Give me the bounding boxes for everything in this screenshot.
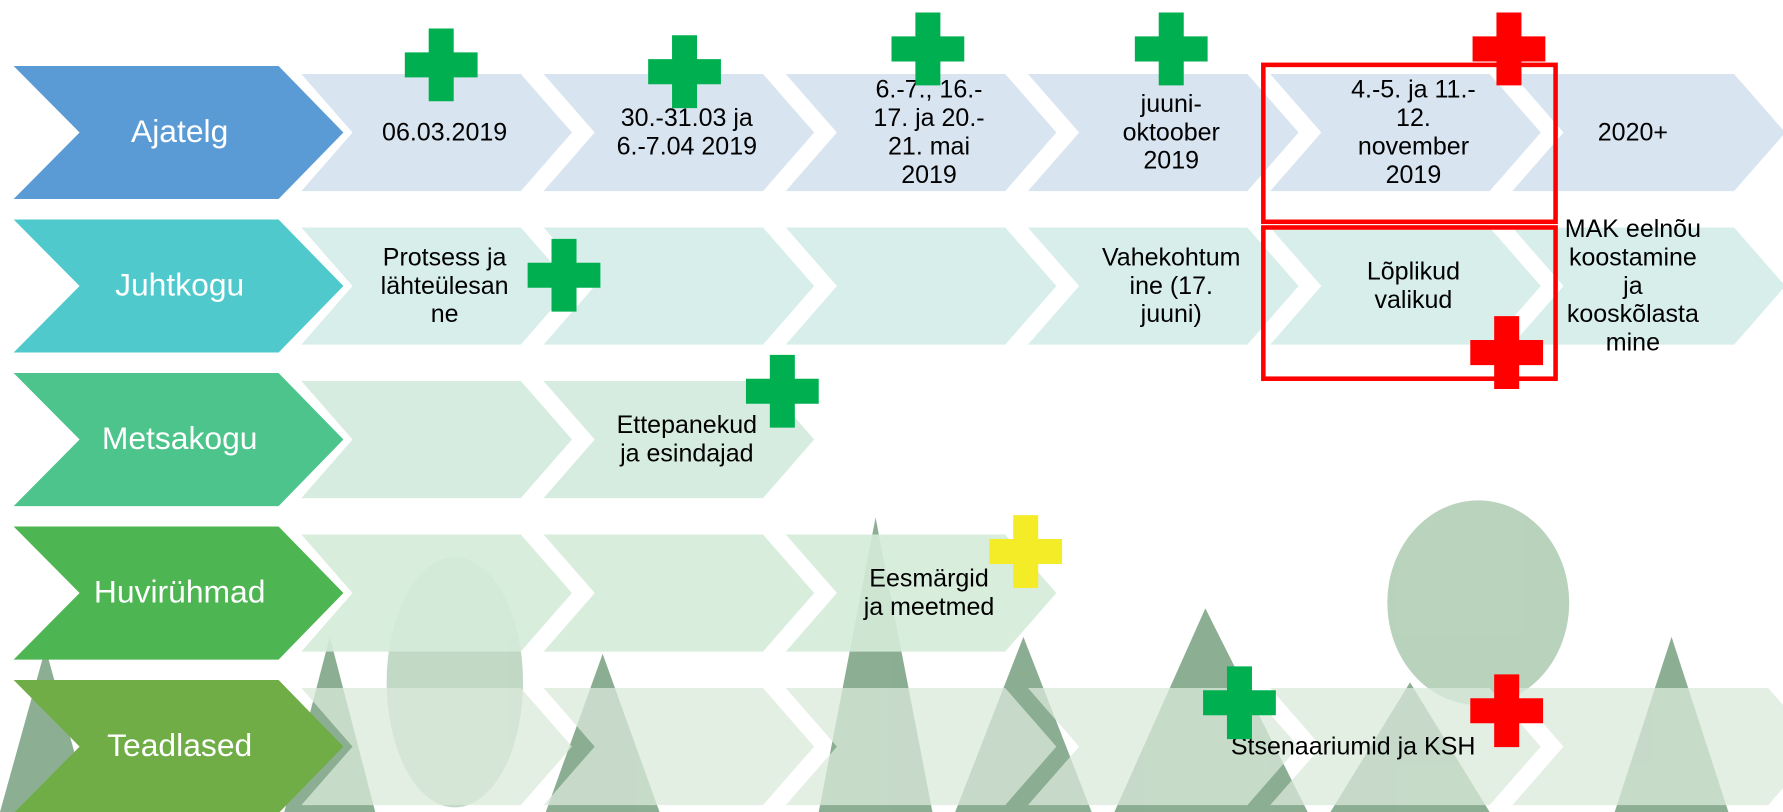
row-label: Huvirühmad — [94, 574, 266, 610]
cell-text: mine — [1606, 329, 1660, 357]
cell-text: Lõplikud — [1367, 258, 1460, 286]
cell-text: 2020+ — [1598, 118, 1668, 146]
cell-text: ja — [1622, 272, 1643, 300]
row-label: Ajatelg — [131, 113, 228, 149]
cell-text: 17. ja 20.- — [873, 104, 984, 132]
cell-text: oktoober — [1123, 118, 1220, 146]
cell-text: ja meetmed — [863, 593, 995, 621]
cell-text: 2019 — [901, 161, 957, 189]
cell-text: Ettepanekud — [617, 411, 757, 439]
cell-text: juuni- — [1140, 90, 1202, 118]
cell-text: Vahekohtum — [1102, 243, 1241, 271]
cell-text: 2019 — [1143, 147, 1199, 175]
cell-text: MAK eelnõu — [1565, 215, 1701, 243]
cell-text: koostamine — [1569, 243, 1697, 271]
cell-text: 2019 — [1386, 161, 1442, 189]
cell-text: valikud — [1375, 286, 1453, 314]
diagram: Ajatelg 06.03.2019 30.-31.03 ja6.-7.04 201… — [0, 0, 1783, 812]
page: Ajatelg 06.03.2019 30.-31.03 ja6.-7.04 201… — [0, 0, 1783, 812]
cell-text: kooskõlasta — [1567, 300, 1699, 328]
cell-text: Protsess ja — [383, 243, 507, 271]
chevron-cell — [786, 227, 1057, 344]
cell-text: ine (17. — [1130, 272, 1213, 300]
chevron-cell — [544, 534, 815, 651]
cell-text: Eesmärgid — [869, 565, 989, 593]
cell-text: 12. — [1396, 104, 1431, 132]
cell-text: 4.-5. ja 11.- — [1351, 76, 1476, 104]
cell-text: 06.03.2019 — [382, 118, 507, 146]
cell-text: 6.-7.04 2019 — [617, 132, 757, 160]
row-label: Juhtkogu — [115, 267, 244, 303]
cell-text: november — [1358, 132, 1469, 160]
chevron-cell — [1512, 688, 1783, 805]
cell-text: ja esindajad — [619, 440, 753, 468]
cell-text: juuni) — [1140, 300, 1202, 328]
row-label: Teadlased — [107, 727, 252, 763]
cell-text: Stsenaariumid ja KSH — [1231, 732, 1476, 760]
cell-text: ne — [431, 300, 459, 328]
cell-text: 21. mai — [888, 132, 970, 160]
cell-text: lähteülesan — [381, 272, 509, 300]
chevron-cell — [786, 688, 1057, 805]
row-label: Metsakogu — [102, 420, 258, 456]
cell-text: 30.-31.03 ja — [621, 104, 753, 132]
